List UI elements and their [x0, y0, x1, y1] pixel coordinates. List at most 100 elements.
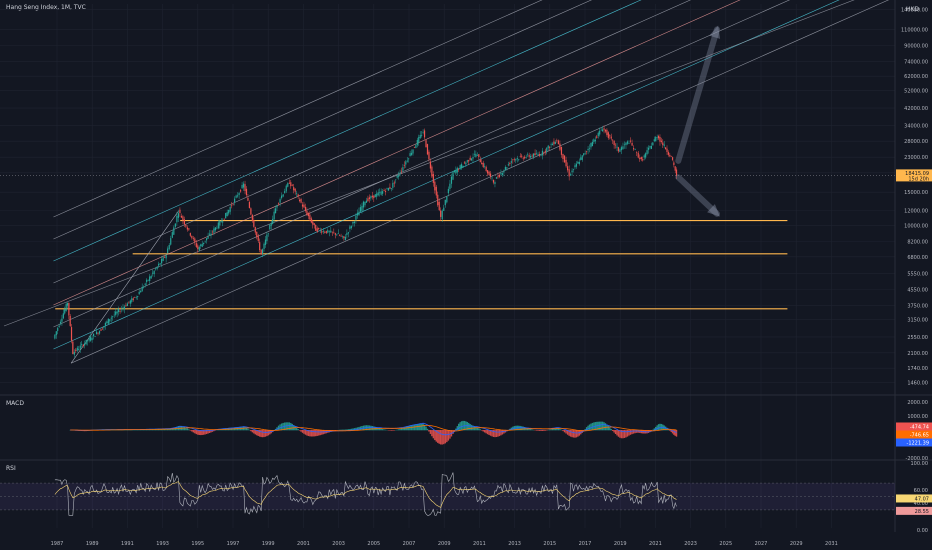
candle-body — [613, 140, 615, 146]
time-tick-label: 2025 — [719, 541, 732, 547]
macd-histogram-bar — [531, 429, 533, 431]
candle-body — [596, 136, 598, 138]
macd-histogram-bar — [459, 422, 461, 431]
macd-histogram-bar — [214, 430, 217, 431]
price-tick-label: 4550.00 — [907, 288, 928, 294]
candle-body — [435, 186, 437, 196]
candle-body — [537, 154, 539, 156]
macd-histogram-bar — [607, 425, 610, 431]
price-tick-label: 8200.00 — [907, 240, 928, 246]
rsi-readout-badge — [896, 494, 932, 503]
candle-body — [237, 195, 239, 197]
candle-body — [131, 298, 133, 302]
candle-body — [662, 142, 664, 146]
candle-body — [405, 161, 407, 165]
candle-body — [670, 156, 672, 157]
candle-body — [617, 147, 620, 152]
candle-body — [510, 161, 512, 163]
candle-body — [485, 166, 487, 171]
candle-body — [324, 232, 326, 233]
macd-histogram-bar — [263, 430, 265, 438]
candle-body — [660, 140, 662, 142]
candle-body — [312, 221, 314, 225]
price-tick-label: 15000.00 — [904, 190, 928, 196]
price-tick-label: 5550.00 — [907, 271, 928, 277]
candle-body — [540, 155, 542, 156]
candle-body — [82, 345, 84, 347]
macd-histogram-bar — [460, 421, 463, 431]
price-tick-label: 2100.00 — [907, 351, 928, 357]
price-tick-label: 62000.00 — [904, 74, 928, 80]
time-axis: 1987 1989 1991 1993 1995 1997 1999 2001 2003 2005… — [51, 541, 838, 547]
candle-body — [518, 159, 520, 160]
candle-body — [382, 191, 384, 194]
candle-body — [371, 195, 373, 198]
candle-body — [362, 201, 365, 208]
candle-body — [626, 141, 629, 144]
channel-line — [53, 0, 741, 306]
candle-body — [331, 231, 333, 233]
macd-histogram-bar — [437, 430, 439, 443]
projection-arrow-head — [707, 204, 720, 217]
candle-body — [449, 183, 451, 189]
candle-body — [195, 243, 197, 247]
candle-body — [87, 340, 89, 342]
candle-body — [270, 223, 272, 226]
macd-histogram-bar — [565, 430, 567, 434]
macd-histogram-bar — [425, 426, 427, 431]
candle-body — [429, 161, 432, 169]
macd-histogram-bar — [479, 429, 481, 431]
candle-body — [423, 130, 426, 138]
candle-body — [349, 226, 351, 229]
macd-histogram-bar — [540, 430, 542, 431]
rsi-ma-line — [54, 481, 677, 508]
candle-body — [396, 175, 398, 178]
candle-body — [208, 233, 211, 235]
candle-body — [185, 224, 187, 227]
macd-histogram-bar — [396, 429, 398, 431]
macd-histogram-bar — [566, 430, 569, 435]
candle-body — [137, 296, 139, 297]
macd-histogram-bar — [251, 430, 254, 433]
candle-body — [649, 146, 651, 148]
candle-body — [479, 159, 481, 163]
macd-signal-line — [70, 425, 677, 432]
candle-body — [66, 302, 69, 306]
candle-body — [182, 216, 184, 221]
projection-arrow-shaft — [675, 174, 720, 217]
candle-body — [663, 144, 665, 146]
candle-body — [164, 257, 166, 258]
macd-histogram-bar — [485, 430, 487, 434]
candle-body — [543, 152, 545, 154]
candle-body — [274, 208, 277, 214]
candle-body — [347, 232, 350, 234]
candle-body — [594, 139, 596, 142]
macd-histogram-bar — [315, 430, 317, 437]
price-tick-label: 110000.00 — [901, 27, 928, 33]
macd-histogram-bar — [631, 430, 633, 435]
candle-body — [470, 158, 473, 161]
macd-histogram-bar — [444, 430, 446, 444]
candle-body — [262, 249, 264, 254]
macd-histogram-bar — [194, 430, 196, 434]
macd-histogram-bar — [617, 430, 620, 437]
candle-body — [107, 318, 109, 324]
candle-body — [250, 208, 252, 215]
candle-body — [584, 153, 586, 154]
time-tick-label: 1991 — [121, 541, 134, 547]
macd-histogram-bar — [389, 430, 391, 431]
macd-histogram-bar — [346, 429, 348, 431]
macd-histogram-bar — [446, 430, 448, 443]
candle-body — [340, 235, 342, 237]
candle-body — [452, 172, 454, 180]
macd-histogram-bar — [482, 430, 484, 432]
candle-body — [665, 147, 667, 150]
macd-histogram-bar — [458, 423, 460, 431]
candle-body — [55, 331, 57, 336]
candle-body — [269, 224, 271, 230]
macd-histogram-bar — [429, 430, 432, 434]
candle-body — [229, 207, 231, 212]
macd-histogram-bar — [614, 430, 617, 434]
macd-histogram-bar — [478, 428, 480, 431]
